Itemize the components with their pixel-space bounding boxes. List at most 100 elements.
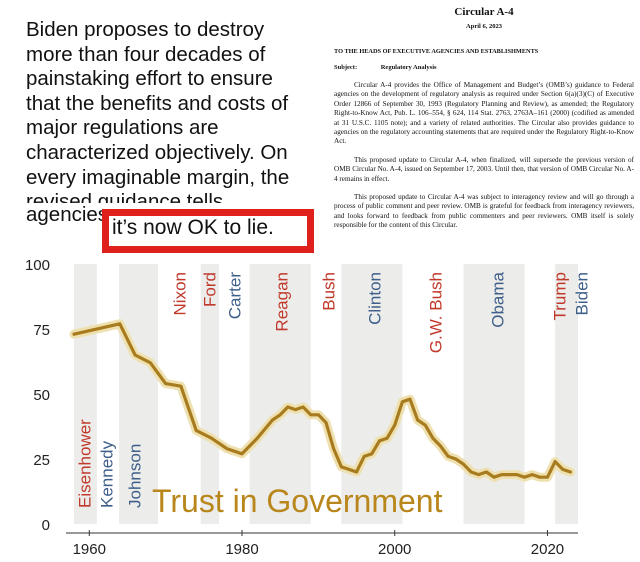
data-point — [561, 468, 565, 471]
data-point — [309, 413, 313, 417]
data-point — [568, 470, 572, 474]
data-point — [278, 413, 282, 417]
y-tick-label: 75 — [33, 322, 50, 339]
data-point — [385, 436, 389, 440]
headline-line: painstaking effort to ensure — [26, 67, 273, 91]
administration-band — [341, 264, 403, 524]
headline-line: characterized objectively. On — [26, 140, 288, 164]
administration-bands — [74, 264, 578, 524]
president-label: G.W. Bush — [426, 272, 445, 353]
headline-line: every imaginable margin, the — [26, 165, 290, 189]
data-point — [294, 408, 297, 411]
data-point — [439, 444, 442, 448]
subject-value: Regulatory Analysis — [380, 64, 437, 71]
x-tick-label: 2000 — [378, 541, 411, 558]
data-point — [484, 470, 488, 474]
data-point — [339, 465, 343, 469]
data-point — [255, 436, 259, 440]
headline-line: more than four decades of — [26, 42, 266, 66]
president-label: Ford — [200, 272, 219, 307]
document-paragraph: This proposed update to Circular A-4 was… — [334, 193, 634, 230]
data-point — [553, 460, 557, 463]
data-point — [423, 423, 427, 427]
data-point — [515, 473, 519, 476]
document-title: Circular A-4 — [454, 6, 514, 18]
circular-document: Circular A-4 April 6, 2023 TO THE HEADS … — [334, 0, 634, 231]
y-tick-label: 0 — [42, 517, 50, 534]
data-point — [538, 475, 542, 479]
y-tick-label: 25 — [33, 452, 50, 469]
data-point — [446, 455, 450, 458]
trust-chart: 0 25 50 75 100 1960 1980 2000 2020 Eisenhower Ken… — [25, 257, 592, 558]
data-point — [301, 405, 305, 409]
data-point — [400, 400, 404, 404]
data-layer — [69, 319, 575, 482]
data-point — [194, 429, 198, 432]
highlight-box — [102, 209, 314, 253]
president-label: Trump — [550, 272, 569, 321]
headline-line: major regulations are — [26, 116, 219, 140]
president-label: Johnson — [125, 444, 144, 508]
president-label: Eisenhower — [75, 419, 94, 508]
president-label: Kennedy — [97, 440, 116, 508]
data-point — [324, 421, 328, 424]
x-tick-label: 1980 — [225, 541, 258, 558]
data-point — [72, 332, 76, 336]
administration-band — [555, 264, 578, 524]
data-point — [530, 473, 534, 476]
data-point — [362, 455, 366, 458]
data-point — [393, 423, 397, 427]
document-date: April 6, 2023 — [466, 23, 502, 30]
headline-line: agencies — [26, 203, 109, 227]
data-point — [454, 457, 458, 461]
data-point — [179, 384, 183, 388]
data-point — [431, 436, 435, 440]
data-point — [316, 413, 320, 417]
data-point — [500, 473, 504, 476]
data-point — [118, 322, 122, 326]
data-point — [355, 470, 358, 474]
headline-line: that the benefits and costs of — [26, 91, 289, 115]
data-point — [148, 361, 152, 365]
data-point — [225, 447, 229, 450]
axes: 0 25 50 75 100 1960 1980 2000 2020 — [25, 257, 578, 558]
chart-title: Trust in Government — [152, 483, 443, 519]
data-point — [133, 353, 137, 357]
data-point — [370, 452, 374, 456]
subject-label: Subject: — [334, 64, 358, 71]
data-point — [332, 447, 336, 450]
data-point — [462, 462, 465, 466]
data-point — [507, 473, 511, 476]
data-point — [210, 436, 213, 440]
x-tick-label: 1960 — [73, 541, 106, 558]
data-point — [416, 418, 420, 422]
administration-band — [249, 264, 311, 524]
highlight-text: it’s now OK to lie. — [112, 216, 274, 239]
data-point — [378, 439, 381, 443]
y-tick-label: 100 — [25, 257, 50, 274]
president-label: Bush — [319, 272, 338, 311]
data-point — [469, 470, 473, 474]
president-labels: Eisenhower Kennedy Johnson Nixon Ford Carter R… — [75, 271, 591, 508]
data-point — [164, 382, 168, 385]
data-point — [286, 405, 290, 409]
data-point — [492, 475, 496, 479]
document-to: TO THE HEADS OF EXECUTIVE AGENCIES AND E… — [334, 48, 539, 55]
data-point — [408, 397, 412, 401]
headline-line: Biden proposes to destroy — [26, 18, 265, 41]
document-paragraph: Circular A-4 provides the Office of Mana… — [334, 81, 634, 146]
data-point — [523, 475, 526, 479]
data-point — [347, 468, 351, 471]
president-label: Biden — [572, 272, 591, 315]
data-point — [271, 418, 274, 422]
headline: Biden proposes to destroy more than four … — [26, 18, 326, 228]
president-label: Clinton — [365, 272, 384, 325]
president-label: Obama — [488, 271, 507, 327]
president-label: Reagan — [272, 272, 291, 332]
data-point — [477, 473, 481, 476]
y-tick-label: 50 — [33, 387, 50, 404]
document-paragraph: This proposed update to Circular A-4, wh… — [334, 155, 634, 183]
administration-band — [200, 264, 220, 524]
data-point — [240, 452, 244, 456]
president-label: Carter — [225, 272, 244, 320]
